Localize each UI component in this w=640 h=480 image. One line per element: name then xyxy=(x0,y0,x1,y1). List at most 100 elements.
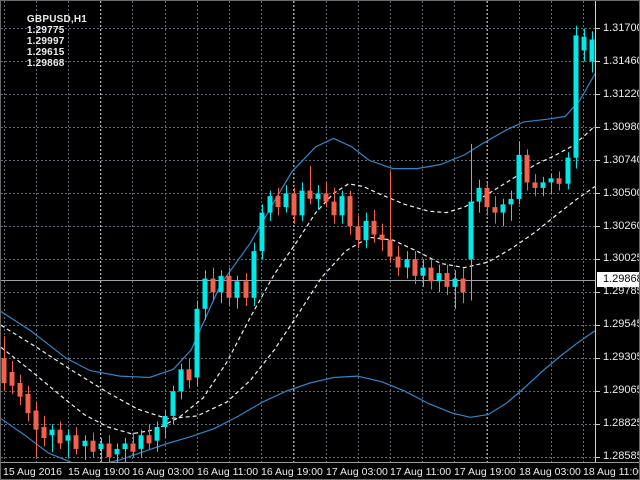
bear-candle xyxy=(291,187,297,224)
bull-candle xyxy=(452,270,458,309)
price-axis-label: 1.31700 xyxy=(603,22,640,34)
bull-candle xyxy=(98,438,104,462)
price-axis-tick xyxy=(596,127,600,128)
price-axis[interactable]: 1.29868 1.31700 1.31460 1.31220 1.30980 1.30… xyxy=(595,1,640,462)
bull-candle xyxy=(234,275,240,309)
bull-candle xyxy=(315,185,321,210)
price-axis-label: 1.31220 xyxy=(603,88,640,100)
bull-candle xyxy=(548,174,554,194)
time-axis[interactable]: 15 Aug 2016 15 Aug 19:00 16 Aug 03:00 16 Au… xyxy=(1,462,640,479)
bollinger-lower-band-line xyxy=(1,330,595,462)
bear-candle xyxy=(323,182,329,208)
indicator-layer xyxy=(1,73,595,462)
bear-candle xyxy=(17,374,23,405)
bear-candle xyxy=(106,435,112,462)
bull-candle xyxy=(339,190,345,224)
bull-candle xyxy=(476,179,482,213)
time-axis-label: 16 Aug 03:00 xyxy=(132,466,194,478)
bull-candle xyxy=(162,410,168,438)
price-axis-tick xyxy=(596,391,600,392)
bull-candle xyxy=(436,264,442,293)
bull-candle xyxy=(49,424,55,452)
bull-candle xyxy=(299,182,305,221)
bear-candle xyxy=(347,190,353,235)
price-axis-label: 1.29305 xyxy=(603,351,640,363)
bull-candle xyxy=(82,435,88,460)
price-axis-label: 1.30025 xyxy=(603,252,640,264)
bear-candle xyxy=(9,361,15,394)
price-axis-tick xyxy=(596,28,600,29)
bull-candle xyxy=(516,141,522,205)
price-axis-tick xyxy=(596,226,600,227)
bear-candle xyxy=(395,245,401,276)
bear-candle xyxy=(1,336,7,392)
time-axis-label: 16 Aug 11:00 xyxy=(197,466,259,478)
price-axis-label: 1.31460 xyxy=(603,55,640,67)
price-axis-tick xyxy=(596,94,600,95)
bear-candle xyxy=(275,187,281,216)
time-axis-label: 17 Aug 03:00 xyxy=(326,466,388,478)
bear-candle xyxy=(41,416,47,447)
time-axis-label: 17 Aug 19:00 xyxy=(454,466,516,478)
bull-candle xyxy=(581,28,587,62)
bear-candle xyxy=(186,358,192,389)
time-axis-label: 17 Aug 11:00 xyxy=(390,466,452,478)
time-axis-label: 18 Aug 11:00 xyxy=(583,466,640,478)
price-axis-tick xyxy=(596,160,600,161)
price-axis-label: 1.28825 xyxy=(603,417,640,429)
chart-title: GBPUSD,H1 1.29775 1.29997 1.29615 1.2986… xyxy=(15,3,93,80)
bear-candle xyxy=(524,149,530,191)
price-axis-label: 1.29545 xyxy=(603,318,640,330)
bull-candle xyxy=(508,190,514,221)
title-open: 1.29775 xyxy=(26,25,65,36)
bear-candle xyxy=(307,165,313,205)
price-axis-label: 1.30740 xyxy=(603,154,640,166)
bull-candle xyxy=(404,251,410,279)
bull-candle xyxy=(363,212,369,249)
bull-candle xyxy=(420,259,426,287)
bull-candle xyxy=(122,438,128,462)
candles-layer xyxy=(1,25,595,462)
chart-plot-area[interactable] xyxy=(1,1,595,462)
bear-candle xyxy=(412,251,418,285)
chart-svg[interactable] xyxy=(1,1,595,462)
title-symbol-timeframe: GBPUSD,H1 xyxy=(26,14,88,25)
price-axis-tick xyxy=(596,358,600,359)
ma-slow-dashed-line xyxy=(1,186,595,420)
time-axis-label: 16 Aug 19:00 xyxy=(261,466,323,478)
bear-candle xyxy=(428,259,434,290)
bear-candle xyxy=(532,174,538,197)
bull-candle xyxy=(283,185,289,213)
current-price-box: 1.29868 xyxy=(597,272,639,287)
time-axis-label: 15 Aug 19:00 xyxy=(68,466,130,478)
bear-candle xyxy=(210,267,216,301)
bull-candle xyxy=(540,176,546,197)
price-axis-tick xyxy=(596,193,600,194)
title-close: 1.29868 xyxy=(26,58,65,69)
bear-candle xyxy=(73,427,79,455)
bear-candle xyxy=(460,267,466,304)
bear-candle xyxy=(33,402,39,458)
price-axis-label: 1.29065 xyxy=(603,384,640,396)
bull-candle xyxy=(170,385,176,425)
price-axis-tick xyxy=(596,457,600,458)
bull-candle xyxy=(267,190,273,221)
bear-candle xyxy=(387,171,393,263)
bull-candle xyxy=(154,421,160,452)
bear-candle xyxy=(556,171,562,191)
title-low: 1.29615 xyxy=(26,47,65,58)
bull-candle xyxy=(589,31,595,73)
bull-candle xyxy=(194,300,200,386)
bear-candle xyxy=(444,264,450,296)
price-axis-label: 1.30260 xyxy=(603,220,640,232)
price-axis-label: 1.30500 xyxy=(603,187,640,199)
price-axis-label: 1.28585 xyxy=(603,450,640,462)
time-axis-label: 15 Aug 2016 xyxy=(3,466,62,478)
bear-candle xyxy=(146,424,152,449)
bollinger-upper-band-line xyxy=(1,73,595,379)
bear-candle xyxy=(130,432,136,458)
bull-candle xyxy=(218,270,224,304)
price-axis-tick xyxy=(596,424,600,425)
bear-candle xyxy=(371,209,377,243)
